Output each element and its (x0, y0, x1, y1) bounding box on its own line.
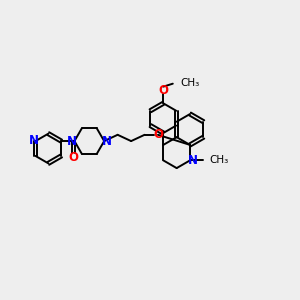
Text: CH₃: CH₃ (181, 78, 200, 88)
Text: N: N (101, 135, 112, 148)
Text: N: N (28, 134, 38, 147)
Text: N: N (188, 154, 198, 167)
Text: N: N (67, 135, 77, 148)
Text: O: O (69, 151, 79, 164)
Text: O: O (153, 128, 163, 141)
Text: O: O (158, 84, 168, 97)
Text: CH₃: CH₃ (209, 155, 228, 165)
